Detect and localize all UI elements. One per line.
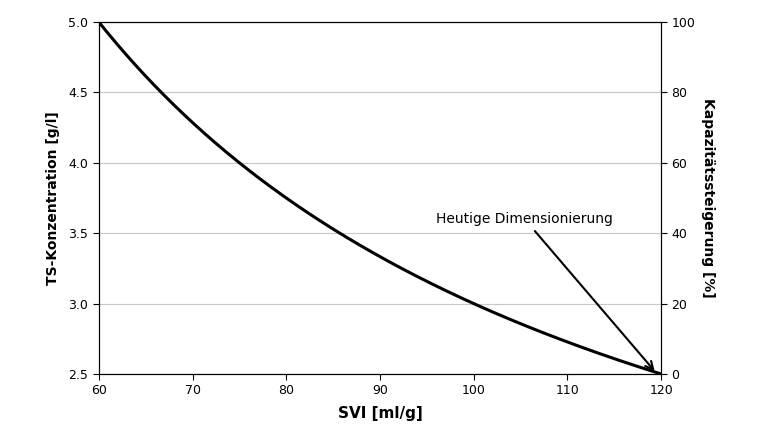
- Text: Heutige Dimensionierung: Heutige Dimensionierung: [436, 212, 653, 370]
- Y-axis label: Kapazitätssteigerung [%]: Kapazitätssteigerung [%]: [701, 98, 715, 298]
- Y-axis label: TS-Konzentration [g/l]: TS-Konzentration [g/l]: [46, 111, 60, 285]
- X-axis label: SVI [ml/g]: SVI [ml/g]: [337, 406, 423, 421]
